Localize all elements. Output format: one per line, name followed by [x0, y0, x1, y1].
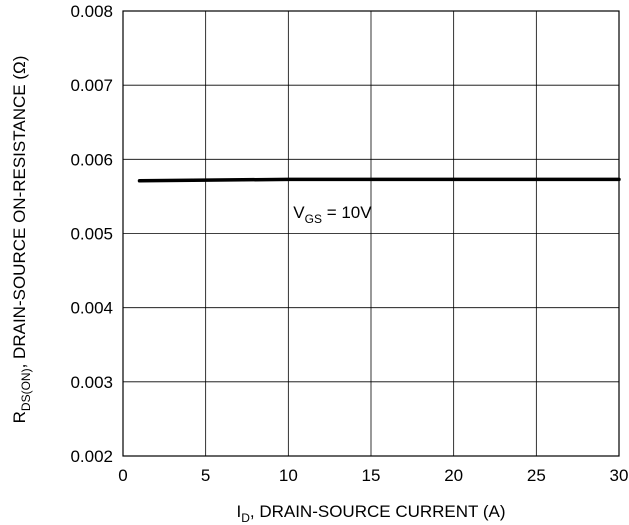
y-axis-label: RDS(ON), DRAIN-SOURCE ON-RESISTANCE (Ω)	[10, 56, 33, 424]
annotation-sub: GS	[305, 212, 322, 226]
y-tick-label: 0.003	[70, 373, 113, 392]
y-tick-labels: 0.002 0.003 0.004 0.005 0.006 0.007 0.008	[70, 2, 113, 466]
x-axis-label-sub: D	[241, 511, 250, 525]
y-tick-label: 0.007	[70, 76, 113, 95]
plot-frame	[122, 10, 620, 457]
x-tick-label: 15	[362, 466, 381, 485]
x-axis-label-rest: , DRAIN-SOURCE CURRENT (A)	[250, 502, 506, 521]
x-tick-label: 5	[201, 466, 210, 485]
x-tick-labels: 0 5 10 15 20 25 30	[118, 466, 628, 485]
y-axis-label-main: R	[10, 411, 29, 423]
series-annotation: VGS = 10V	[293, 203, 372, 226]
x-axis-label-main: I	[236, 502, 241, 521]
x-tick-label: 0	[118, 466, 127, 485]
x-axis-label: ID, DRAIN-SOURCE CURRENT (A)	[236, 502, 505, 525]
series-group	[137, 177, 621, 183]
annotation-main: V	[293, 203, 305, 222]
x-tick-label: 30	[610, 466, 629, 485]
series-line	[137, 177, 621, 183]
y-axis-label-rest: , DRAIN-SOURCE ON-RESISTANCE (Ω)	[10, 56, 29, 369]
y-axis-label-sub: DS(ON)	[19, 368, 33, 411]
grid	[123, 11, 619, 456]
y-tick-label: 0.008	[70, 2, 113, 21]
annotation-rest: = 10V	[322, 203, 372, 222]
x-tick-label: 10	[279, 466, 298, 485]
y-tick-label: 0.002	[70, 447, 113, 466]
y-tick-label: 0.006	[70, 150, 113, 169]
y-tick-label: 0.005	[70, 225, 113, 244]
x-tick-label: 25	[527, 466, 546, 485]
y-tick-label: 0.004	[70, 299, 113, 318]
x-tick-label: 20	[444, 466, 463, 485]
